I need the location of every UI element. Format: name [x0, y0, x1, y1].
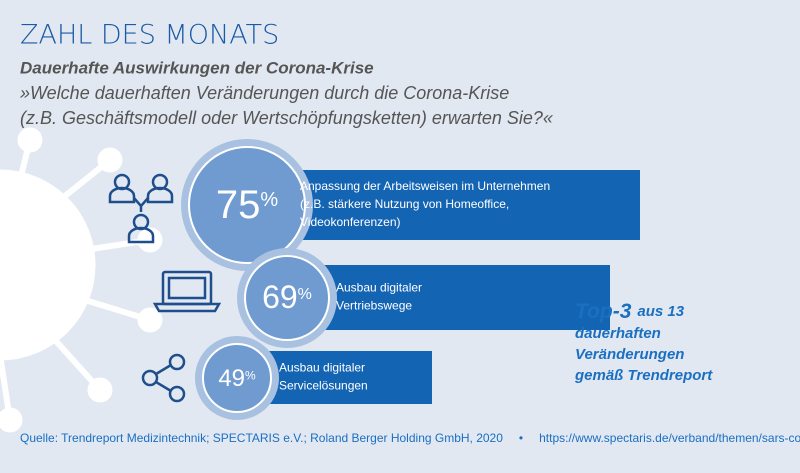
- footer: Quelle: Trendreport Medizintechnik; SPEC…: [20, 431, 800, 445]
- highlight-title: Top-3: [575, 300, 632, 323]
- percent-unit: %: [245, 369, 256, 383]
- source: Quelle: Trendreport Medizintechnik; SPEC…: [20, 431, 503, 445]
- percent-value: 69: [262, 279, 298, 315]
- percent: 69%: [262, 279, 312, 315]
- item-label: (z.B. stärkere Nutzung von Homeoffice,: [300, 197, 509, 211]
- share-icon: [141, 353, 186, 403]
- item-label: Servicelösungen: [279, 379, 368, 393]
- title: ZAHL DES MONATS: [20, 20, 279, 51]
- bar: [290, 265, 610, 330]
- question-line: (z.B. Geschäftsmodell oder Wertschöpfung…: [20, 108, 553, 128]
- bubble: [188, 146, 306, 264]
- highlight-suffix: aus 13: [637, 303, 684, 320]
- question-line: »Welche dauerhaften Veränderungen durch …: [20, 83, 509, 103]
- highlight-line: gemäß Trendreport: [574, 367, 713, 384]
- highlight-line: dauerhaften: [575, 325, 661, 342]
- laptop-icon: [152, 270, 222, 313]
- item-label: Videokonferenzen): [300, 215, 401, 229]
- item-label: Ausbau digitaler: [279, 361, 365, 375]
- percent-value: 49: [218, 365, 245, 392]
- highlight-title-line: Top-3 aus 13: [575, 300, 685, 323]
- separator: •: [519, 431, 523, 445]
- highlight: Top-3 aus 13 dauerhaften Veränderungen ge…: [574, 300, 713, 384]
- percent: 75%: [216, 183, 279, 227]
- highlight-line: Veränderungen: [575, 346, 684, 363]
- people-icon: [108, 173, 174, 244]
- subtitle: Dauerhafte Auswirkungen der Corona-Krise: [20, 58, 374, 77]
- virus-decoration: [0, 127, 163, 433]
- item-label: Anpassung der Arbeitsweisen im Unternehm…: [300, 179, 550, 193]
- percent: 49%: [218, 365, 256, 392]
- url: https://www.spectaris.de/verband/themen/…: [539, 431, 800, 445]
- bubble: [202, 343, 272, 413]
- percent-value: 75: [216, 183, 261, 227]
- percent-unit: %: [298, 286, 312, 303]
- item-label: Vertriebswege: [336, 299, 412, 313]
- percent-unit: %: [260, 189, 278, 211]
- bubble: [244, 255, 330, 341]
- items: 75% Anpassung der Arbeitsweisen im Untern…: [181, 139, 640, 420]
- item-label: Ausbau digitaler: [336, 281, 422, 295]
